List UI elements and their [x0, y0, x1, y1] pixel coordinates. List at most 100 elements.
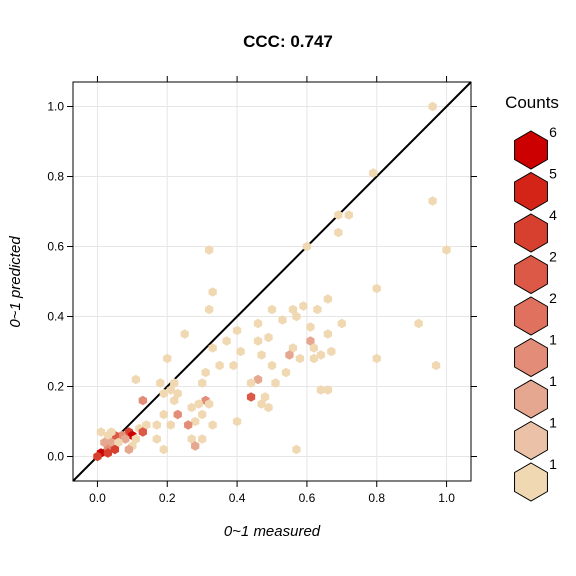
hex-point [292, 311, 301, 322]
hex-point [156, 378, 165, 388]
hex-point [253, 318, 263, 329]
hex-point [205, 304, 214, 315]
hex-point [246, 378, 256, 388]
hex-point [288, 343, 298, 353]
hex-point [208, 420, 217, 430]
hex-point [152, 420, 161, 430]
hex-point [428, 101, 437, 112]
y-tick-label: 0.2 [47, 380, 64, 394]
hex-point [246, 392, 256, 402]
y-axis-label: 0~1 predicted [7, 236, 24, 328]
y-tick-label: 0.0 [47, 450, 64, 464]
y-tick-label: 1.0 [47, 100, 64, 114]
hex-point [309, 353, 319, 364]
hex-point [201, 367, 210, 378]
hex-point [107, 437, 116, 448]
hex-point [138, 395, 147, 406]
hex-point [334, 210, 343, 220]
hex-point [131, 434, 140, 444]
y-tick-label: 0.8 [47, 170, 64, 184]
plot-border [72, 81, 472, 482]
hex-point [316, 350, 326, 360]
legend-label: 1 [549, 456, 557, 472]
hex-point [281, 367, 291, 378]
hex-point [93, 451, 102, 462]
hex-point [184, 420, 193, 430]
hex-point [253, 374, 263, 385]
chart-title: CCC: 0.747 [243, 32, 333, 51]
legend-label: 5 [549, 166, 557, 182]
hex-point [222, 336, 231, 346]
hex-point [114, 437, 123, 448]
hex-point [215, 360, 224, 371]
hex-point [103, 448, 113, 458]
hex-point [257, 399, 266, 409]
legend-items: 6 5 4 2 2 1 1 1 1 [514, 124, 557, 502]
hex-point [428, 196, 437, 206]
x-tick-label: 0.4 [229, 491, 246, 505]
hex-point [292, 444, 301, 455]
hex-point [173, 388, 182, 399]
hex-point [260, 392, 270, 402]
hex-point [236, 346, 245, 357]
hex-point [170, 378, 179, 388]
hex-point [187, 402, 196, 413]
hex-point [173, 409, 182, 420]
legend-label: 6 [549, 124, 557, 140]
hex-point [344, 210, 353, 220]
legend-swatch [514, 171, 548, 212]
legend-swatch [514, 379, 548, 419]
hex-point [170, 395, 179, 406]
hex-point [198, 409, 207, 420]
legend-swatch [514, 254, 548, 295]
hex-point [142, 420, 151, 430]
hex-point [198, 434, 207, 444]
hex-point [372, 283, 381, 294]
hex-point [121, 434, 130, 444]
hex-point [267, 304, 277, 315]
legend-swatch [514, 130, 548, 170]
hex-point [208, 287, 217, 297]
hex-point [264, 332, 273, 343]
hex-point [110, 444, 120, 455]
hex-point [100, 437, 109, 448]
hex-point [198, 378, 207, 388]
axes: 0.0 0.2 0.4 0.6 0.8 1.0 0.0 0.2 0.4 0.6 0.8 1.0 [47, 76, 477, 505]
hex-point [323, 329, 333, 339]
hex-point [264, 402, 273, 413]
hex-point [309, 343, 319, 353]
hex-point [152, 434, 161, 444]
hex-point [138, 427, 147, 437]
hex-point [334, 227, 343, 238]
y-tick-label: 0.4 [47, 310, 64, 324]
hex-point [337, 318, 346, 329]
hex-point [232, 416, 242, 427]
y-tick-label: 0.6 [47, 240, 64, 254]
hex-point [369, 168, 378, 178]
legend-label: 2 [549, 249, 557, 265]
hex-point [323, 385, 333, 395]
hex-point [306, 322, 315, 332]
hex-point [285, 350, 294, 360]
hex-point [107, 427, 116, 437]
hex-point [166, 420, 175, 430]
hex-point [271, 378, 280, 388]
hex-point [229, 360, 238, 371]
legend-label: 1 [549, 332, 557, 348]
x-tick-label: 0.2 [159, 491, 176, 505]
hex-point [306, 336, 315, 346]
legend-swatch [514, 213, 548, 253]
hex-point [288, 304, 298, 315]
legend-swatch [514, 337, 548, 378]
hex-point [191, 441, 200, 451]
hex-point [327, 346, 336, 357]
hex-point [205, 245, 214, 255]
hex-point [159, 409, 168, 420]
hex-point [187, 434, 196, 444]
hex-point [180, 329, 189, 339]
hex-point [205, 399, 214, 409]
identity-line-group [72, 81, 472, 482]
hex-point [257, 350, 266, 360]
plot-area [72, 81, 472, 482]
